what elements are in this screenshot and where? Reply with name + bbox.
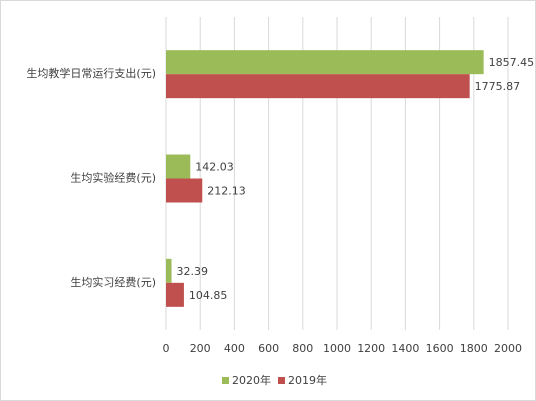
category-label: 生均实验经费(元)	[70, 171, 156, 185]
value-label: 32.39	[177, 265, 209, 278]
value-label: 104.85	[189, 289, 228, 302]
x-tick-label: 2000	[494, 342, 522, 355]
x-tick-label: 1600	[426, 342, 454, 355]
legend-swatch	[278, 377, 285, 384]
bar	[166, 258, 172, 283]
x-tick-label: 1800	[460, 342, 488, 355]
bar	[166, 50, 484, 75]
x-tick-label: 600	[258, 342, 279, 355]
value-label: 212.13	[207, 185, 246, 198]
value-label: 1775.87	[475, 80, 521, 93]
bar	[166, 178, 203, 203]
category-label: 生均实习经费(元)	[70, 275, 156, 289]
legend-swatch	[222, 377, 229, 384]
legend-label: 2020年	[232, 373, 271, 387]
x-tick-label: 400	[224, 342, 245, 355]
x-tick-label: 800	[292, 342, 313, 355]
x-tick-label: 0	[163, 342, 170, 355]
category-label: 生均教学日常运行支出(元)	[26, 66, 156, 80]
value-label: 142.03	[195, 161, 234, 174]
bar	[166, 282, 184, 307]
value-label: 1857.45	[489, 56, 535, 69]
x-tick-label: 1000	[323, 342, 351, 355]
x-tick-label: 1400	[391, 342, 419, 355]
x-tick-label: 200	[190, 342, 211, 355]
x-tick-label: 1200	[357, 342, 385, 355]
bar	[166, 154, 191, 179]
legend-label: 2019年	[288, 373, 327, 387]
bar	[166, 74, 470, 99]
